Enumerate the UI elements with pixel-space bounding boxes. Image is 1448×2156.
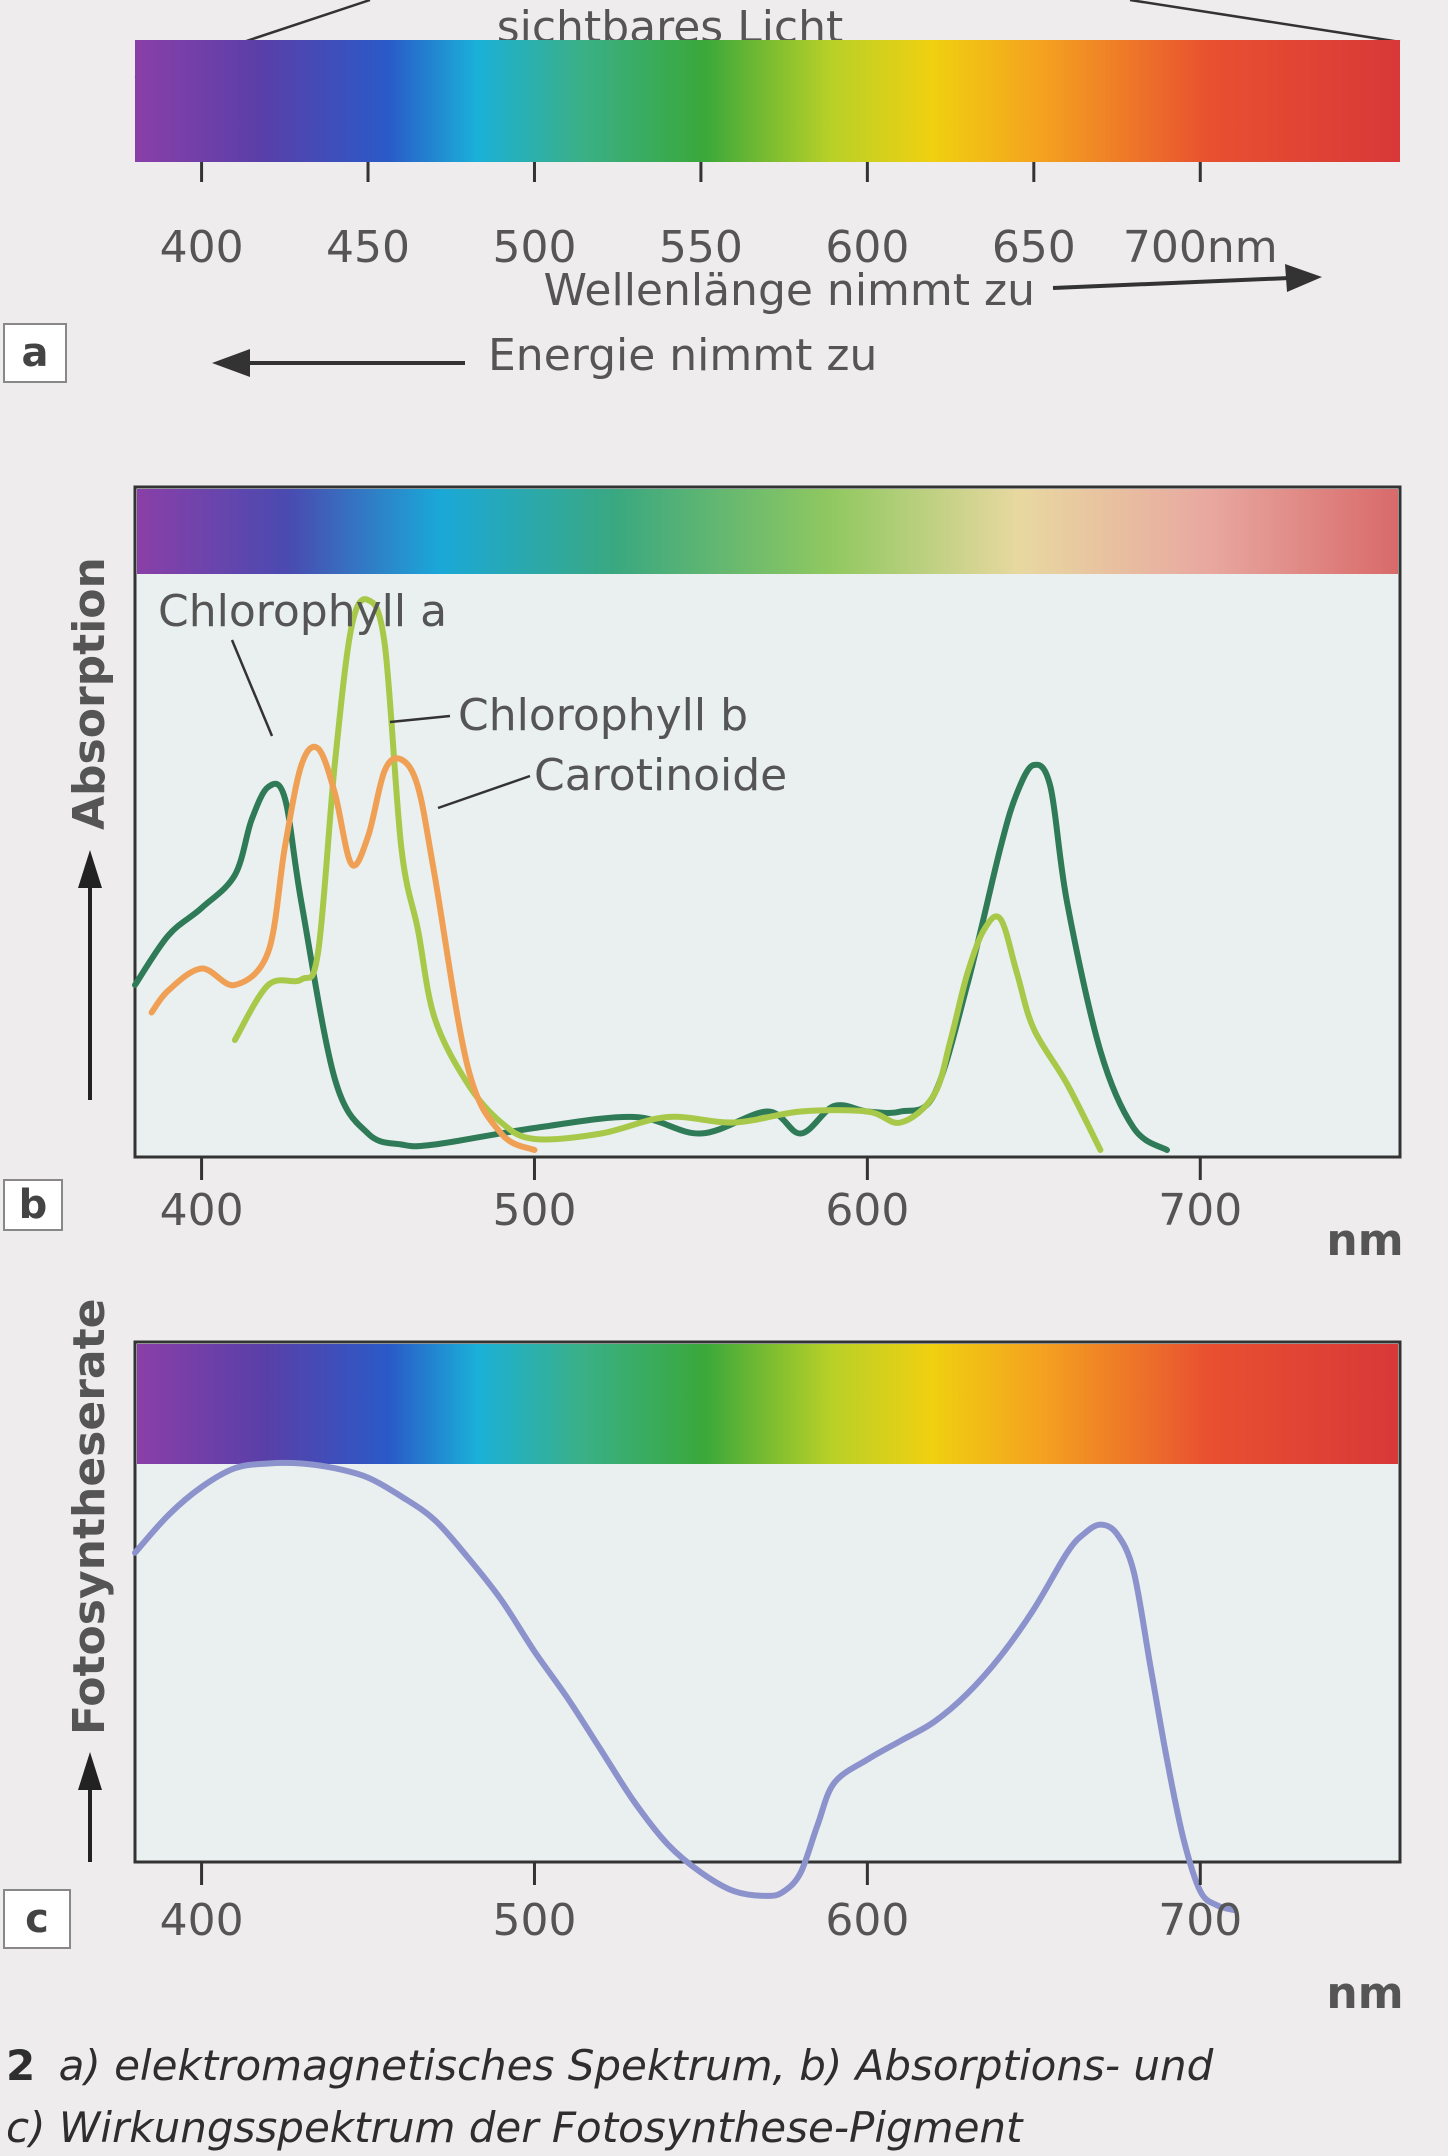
wavelength-arrow-label: Wellenlänge nimmt zu [543, 265, 1035, 316]
label-chlorophyll-a: Chlorophyll a [158, 586, 447, 637]
tick-label-400: 400 [160, 1185, 244, 1236]
panel-letter-box-b [3, 1179, 63, 1231]
action-curves [132, 1459, 1237, 1913]
tick-label-450: 450 [326, 222, 410, 273]
wavelength-arrow-head [1285, 264, 1322, 292]
tick-label-500: 500 [492, 222, 576, 273]
series-line-chlorophyll-b [231, 596, 1104, 1153]
leader-chlorophyll-b [389, 714, 451, 724]
panel-b: Chlorophyll a Chlorophyll b Carotinoide … [3, 485, 1404, 1266]
series-line-wirkungsspektrum [132, 1459, 1237, 1913]
absorption-axis-label: Absorption [64, 557, 115, 830]
action-spectrum-bar [137, 1344, 1398, 1464]
panel-c: Fotosyntheserate 400 500 600 700 nm c [3, 1299, 1404, 2019]
series-line-carotinoide [148, 743, 538, 1153]
label-carotinoide: Carotinoide [534, 750, 787, 801]
spectrum-axis: 400 450 500 550 600 650 700nm [160, 162, 1278, 273]
label-chlorophyll-b: Chlorophyll b [458, 690, 748, 741]
panel-letter-c: c [25, 1896, 49, 1942]
tick-label-700: 700 [1158, 1895, 1242, 1946]
absorption-unit: nm [1326, 1215, 1403, 1266]
tick-label-600: 600 [825, 1895, 909, 1946]
tick-label-500: 500 [492, 1895, 576, 1946]
tick-label-600: 600 [825, 1185, 909, 1236]
absorption-spectrum-bar [137, 489, 1398, 574]
action-unit: nm [1326, 1968, 1403, 2019]
tick-label-650: 650 [992, 222, 1076, 273]
panel-letter-box-a [3, 323, 67, 383]
tick-label-500: 500 [492, 1185, 576, 1236]
panel-letter-a: a [22, 330, 49, 376]
action-axis-arrow-head [78, 1752, 102, 1790]
caption-line-1: 2 a) elektromagnetisches Spektrum, b) Ab… [6, 2041, 1214, 2090]
energy-arrow-head [212, 349, 250, 377]
panel-letter-box-c [3, 1889, 71, 1949]
leader-carotinoide [437, 774, 531, 810]
visible-spectrum-bar [135, 40, 1400, 162]
caption-line-1-text: a) elektromagnetisches Spektrum, b) Abso… [59, 2041, 1214, 2090]
tick-label-550: 550 [659, 222, 743, 273]
tick-label-400: 400 [160, 222, 244, 273]
spectrum-bracket-right [1129, 0, 1401, 44]
figure-caption: 2 a) elektromagnetisches Spektrum, b) Ab… [6, 2041, 1214, 2152]
energy-arrow-label: Energie nimmt zu [488, 330, 877, 381]
panel-a: sichtbares Licht 400 450 500 550 600 650 700nm… [3, 0, 1401, 383]
absorption-plot-area [133, 485, 1402, 1159]
tick-label-600: 600 [825, 222, 909, 273]
absorption-curves [132, 596, 1170, 1153]
wavelength-arrow [1052, 276, 1291, 290]
leader-chlorophyll-a [230, 639, 274, 737]
tick-label-700: 700 [1158, 1185, 1242, 1236]
panel-letter-b: b [19, 1182, 48, 1228]
tick-label-700: 700nm [1123, 222, 1278, 273]
tick-label-400: 400 [160, 1895, 244, 1946]
caption-figure-number: 2 [6, 2041, 35, 2090]
caption-line-2: c) Wirkungsspektrum der Fotosynthese-Pig… [6, 2103, 1024, 2152]
action-axis-label: Fotosyntheserate [64, 1299, 115, 1735]
action-x-axis: 400 500 600 700 [160, 1862, 1242, 1946]
absorption-axis-arrow-head [78, 850, 102, 888]
absorption-x-axis: 400 500 600 700 [160, 1157, 1242, 1236]
